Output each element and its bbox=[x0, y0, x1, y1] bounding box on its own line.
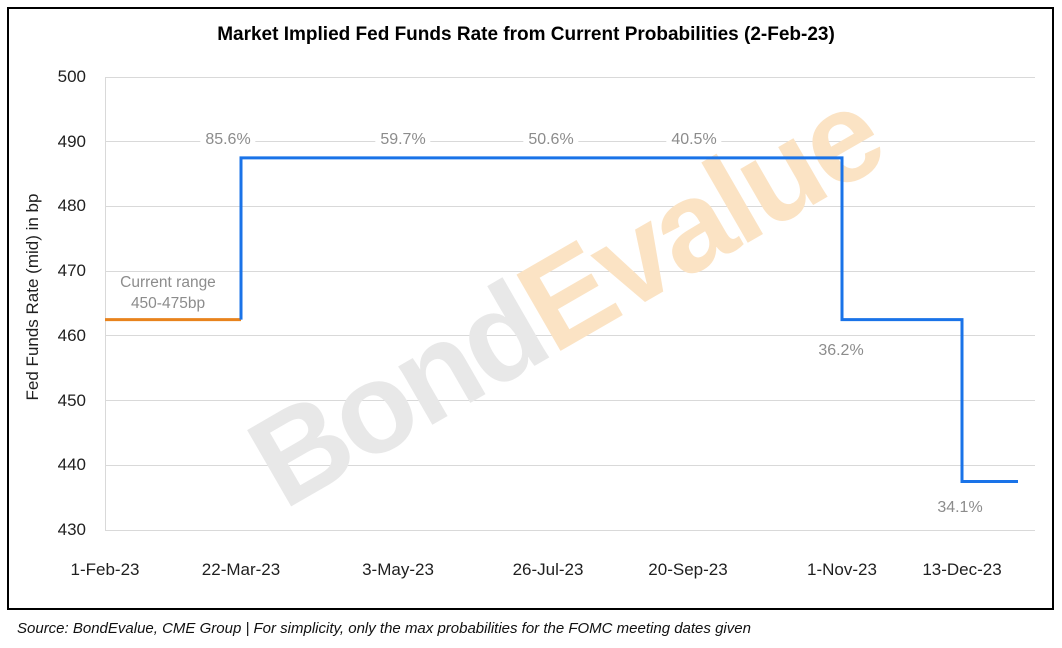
chart-title: Market Implied Fed Funds Rate from Curre… bbox=[217, 24, 835, 45]
x-tick-label-26-Jul-23: 26-Jul-23 bbox=[512, 560, 584, 579]
y-tick-label-450: 450 bbox=[57, 390, 86, 410]
x-tick-label-13-Dec-23: 13-Dec-23 bbox=[922, 560, 1002, 579]
probability-label-1-Nov-23: 36.2% bbox=[813, 342, 869, 360]
probability-label-20-Sep-23: 40.5% bbox=[666, 131, 722, 149]
gridline-430 bbox=[105, 529, 1035, 531]
gridline-440 bbox=[105, 464, 1035, 466]
y-tick-label-490: 490 bbox=[57, 131, 86, 151]
x-tick-label-1-Nov-23: 1-Nov-23 bbox=[807, 560, 877, 579]
y-tick-label-500: 500 bbox=[57, 67, 86, 86]
gridline-460 bbox=[105, 335, 1035, 337]
chart-frame bbox=[7, 7, 1054, 610]
x-tick-label-3-May-23: 3-May-23 bbox=[362, 560, 434, 579]
probability-label-26-Jul-23: 50.6% bbox=[523, 131, 579, 149]
y-tick-label-430: 430 bbox=[57, 520, 86, 539]
x-tick-label-20-Sep-23: 20-Sep-23 bbox=[648, 560, 728, 579]
gridline-500 bbox=[105, 76, 1035, 78]
x-tick-label-22-Mar-23: 22-Mar-23 bbox=[201, 560, 281, 579]
y-tick-label-440: 440 bbox=[57, 455, 86, 475]
probability-label-3-May-23: 59.7% bbox=[375, 131, 431, 149]
y-tick-label-460: 460 bbox=[57, 325, 86, 345]
x-tick-label-1-Feb-23: 1-Feb-23 bbox=[70, 560, 140, 579]
y-tick-label-470: 470 bbox=[57, 261, 86, 281]
source-note: Source: BondEvalue, CME Group | For simp… bbox=[17, 620, 751, 637]
probability-label-13-Dec-23: 34.1% bbox=[932, 499, 988, 517]
probability-label-22-Mar-23: 85.6% bbox=[200, 131, 256, 149]
gridline-480 bbox=[105, 205, 1035, 207]
implied-rate-line bbox=[239, 156, 1018, 483]
gridline-470 bbox=[105, 270, 1035, 272]
current-range-annotation: Current range 450-475bp bbox=[97, 272, 239, 314]
gridline-450 bbox=[105, 400, 1035, 402]
y-axis-line bbox=[105, 77, 106, 530]
current-range-line1: Current range bbox=[120, 274, 216, 291]
current-range-line2: 450-475bp bbox=[130, 295, 206, 312]
y-tick-label-480: 480 bbox=[57, 196, 86, 216]
